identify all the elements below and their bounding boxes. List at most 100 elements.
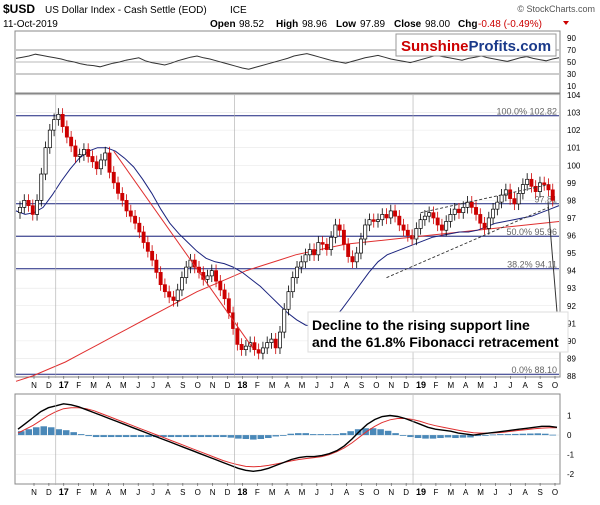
low-label: Low — [336, 19, 356, 30]
candle-body — [47, 129, 52, 149]
x-tick-label: 19 — [416, 380, 426, 390]
logo-part-2: Profits.com — [469, 38, 552, 55]
annotation-arrow — [547, 202, 558, 313]
x-tick-label: M — [447, 381, 454, 390]
instrument-name: US Dollar Index - Cash Settle (EOD) — [45, 5, 207, 16]
x-tick-label: A — [523, 381, 529, 390]
candle-body — [495, 201, 500, 210]
x-tick-label: 19 — [416, 487, 426, 497]
macd-histogram-bar — [205, 435, 212, 438]
price-tick-label: 91 — [567, 319, 576, 328]
macd-histogram-bar — [534, 433, 542, 436]
x-tick-label: D — [225, 488, 231, 497]
candle-body — [380, 214, 385, 221]
x-tick-label: J — [151, 381, 155, 390]
macd-histogram-bar — [489, 434, 497, 436]
x-tick-label: M — [90, 381, 97, 390]
candle-body — [56, 113, 61, 120]
rsi-tick-label: 50 — [567, 58, 576, 67]
candle-body — [448, 214, 453, 222]
candle-body — [94, 161, 99, 170]
price-panel-frame — [14, 93, 561, 378]
candle-body — [405, 229, 410, 236]
price-tick-label: 98 — [567, 196, 576, 205]
macd-histogram-bar — [272, 435, 280, 437]
candle-body — [393, 210, 397, 217]
candle-body — [145, 242, 150, 252]
macd-histogram-bar — [167, 435, 175, 438]
candle-body — [452, 208, 457, 215]
x-tick-label: M — [477, 381, 484, 390]
x-tick-label: J — [508, 381, 512, 390]
x-axis-bottom: N D 17 F M A M J J A S O N D 18 F M A M J J A S O N D 19 F M A M J J A S O — [31, 395, 558, 497]
x-tick-label: F — [433, 488, 438, 497]
price-tick-label: 102 — [567, 126, 581, 135]
annotation-line-1: Decline to the rising support line — [312, 317, 530, 333]
price-tick-label: 92 — [567, 302, 576, 311]
candle-body — [124, 200, 129, 212]
price-tick-label: 89 — [567, 354, 576, 363]
x-tick-label: O — [552, 488, 558, 497]
candle-body — [77, 154, 82, 157]
candle-body — [205, 275, 210, 280]
macd-histogram-bar — [182, 435, 190, 438]
macd-histogram-bar — [235, 435, 242, 439]
candle-body — [422, 215, 427, 221]
macd-panel: -2 -1 0 1 — [16, 403, 575, 479]
candle-body — [461, 207, 466, 214]
x-tick-label: O — [195, 488, 201, 497]
symbol: $USD — [3, 2, 35, 16]
x-tick-label: M — [299, 381, 306, 390]
candle-body — [214, 270, 218, 282]
candle-body — [154, 259, 159, 273]
open-label: Open — [210, 19, 236, 30]
candle-body — [116, 182, 120, 194]
macd-histogram-bar — [519, 433, 527, 436]
macd-histogram-bar — [497, 434, 504, 436]
candle-body — [22, 200, 27, 208]
x-tick-label: F — [255, 488, 260, 497]
macd-histogram-bar — [414, 435, 422, 439]
x-tick-label: O — [373, 488, 379, 497]
x-tick-label: J — [493, 381, 497, 390]
candle-body — [533, 185, 538, 192]
macd-histogram-bar — [362, 428, 369, 436]
candle-body — [384, 214, 389, 219]
macd-histogram-bar — [107, 435, 115, 438]
candle-body — [350, 256, 355, 263]
candle-body — [512, 198, 517, 205]
x-tick-label: J — [508, 488, 512, 497]
x-tick-label: F — [433, 381, 438, 390]
x-tick-label: D — [46, 381, 52, 390]
macd-histogram-bar — [422, 435, 429, 439]
macd-histogram-bar — [25, 429, 33, 436]
annotation-line-2: and the 61.8% Fibonacci retracement — [312, 334, 559, 350]
candle-body — [303, 254, 308, 263]
candle-body — [30, 205, 35, 215]
x-tick-label: N — [388, 488, 394, 497]
close-value: 98.00 — [425, 19, 450, 30]
sunshine-profits-logo: SunshineProfits.com — [395, 33, 557, 57]
candle-body — [371, 219, 376, 222]
macd-histogram-bar — [309, 434, 317, 436]
x-tick-label: A — [463, 381, 469, 390]
candle-body — [465, 201, 470, 208]
candle-body — [99, 159, 103, 170]
candle-body — [427, 212, 432, 217]
candle-body — [457, 208, 461, 214]
x-tick-label: S — [359, 381, 364, 390]
candle-body — [307, 249, 312, 256]
x-tick-label: M — [90, 488, 97, 497]
candle-body — [158, 272, 163, 286]
macd-tick-label: 0 — [567, 431, 572, 440]
candle-body — [167, 291, 172, 298]
candle-body — [491, 208, 496, 219]
candle-body — [239, 344, 244, 351]
candle-body — [256, 349, 261, 354]
date: 11-Oct-2019 — [3, 19, 58, 30]
macd-histogram-bar — [212, 435, 220, 438]
macd-histogram-bar — [542, 433, 549, 436]
macd-histogram-bar — [122, 435, 130, 438]
x-tick-label: 18 — [237, 487, 247, 497]
